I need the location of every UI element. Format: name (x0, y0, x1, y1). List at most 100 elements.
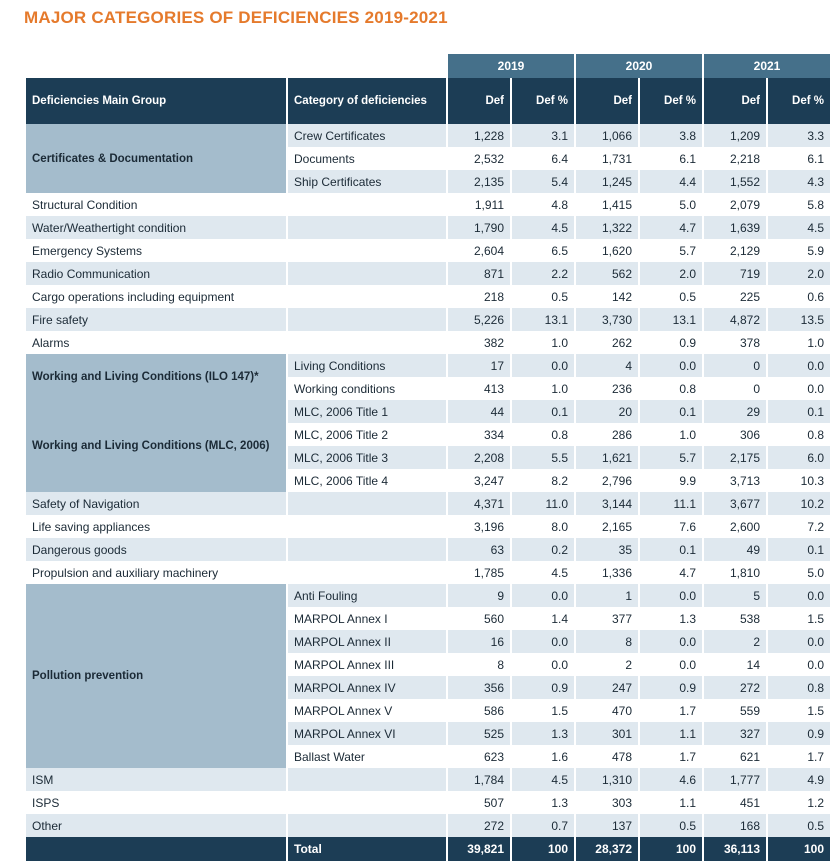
table-cell: 2,135 (448, 170, 510, 193)
deficiencies-table: 2019 2020 2021 Deficiencies Main Group C… (24, 54, 832, 861)
table-cell: 334 (483, 427, 504, 442)
table-cell: 0.5 (679, 289, 696, 304)
table-cell: 0.0 (640, 354, 702, 377)
table-cell: 4,371 (448, 492, 510, 515)
table-cell: 1.4 (551, 611, 568, 626)
table-cell: 0 (704, 354, 766, 377)
table-cell: 0.1 (768, 400, 830, 423)
table-cell: 0.9 (640, 676, 702, 699)
table-cell: 2,129 (729, 243, 760, 258)
table-cell: 1.3 (551, 795, 568, 810)
table-cell: 0.0 (679, 657, 696, 672)
table-cell: 470 (611, 703, 632, 718)
table-cell: 306 (739, 427, 760, 442)
table-cell: 2,796 (601, 473, 632, 488)
table-cell: 137 (576, 814, 638, 837)
category-cell: MLC, 2006 Title 1 (288, 400, 446, 423)
total-label: Total (288, 837, 446, 861)
table-cell: 16 (448, 630, 510, 653)
category-cell (288, 262, 446, 285)
table-cell: 719 (704, 262, 766, 285)
table-cell: 2,600 (729, 519, 760, 534)
table-cell: 1.7 (679, 703, 696, 718)
category-cell (288, 216, 446, 239)
table-cell: 1,784 (448, 768, 510, 791)
table-row: Certificates & Documentation Crew Certifi… (26, 124, 830, 193)
table-cell: 4.8 (551, 197, 568, 212)
table-cell: 5.0 (679, 197, 696, 212)
page-title: MAJOR CATEGORIES OF DEFICIENCIES 2019-20… (24, 8, 448, 27)
category-cell: MARPOL Annex II (288, 630, 446, 653)
category-cell: MARPOL Annex VI (288, 722, 446, 745)
table-cell: 1,552 (704, 170, 766, 193)
table-cell: 1,790 (448, 216, 510, 239)
table-cell: 0.2 (512, 538, 574, 561)
table-body: Certificates & Documentation Crew Certifi… (26, 124, 830, 861)
table-cell: 6.0 (768, 446, 830, 469)
table-cell: 4.7 (640, 216, 702, 239)
table-cell: 4,872 (704, 308, 766, 331)
table-cell: 13.1 (512, 308, 574, 331)
table-cell: 451 (739, 795, 760, 810)
table-cell: 0.5 (640, 814, 702, 837)
table-cell: 2,079 (729, 197, 760, 212)
table-cell: 0.0 (768, 584, 830, 607)
column-header-def-pct: Def % (512, 78, 574, 124)
table-cell: 327 (704, 722, 766, 745)
table-cell: 0.0 (807, 657, 824, 672)
table-cell: 0.9 (679, 335, 696, 350)
table-cell: 1,810 (729, 565, 760, 580)
table-cell: 2,208 (448, 446, 510, 469)
category-cell (288, 285, 446, 308)
table-cell: 1.2 (807, 795, 824, 810)
table-cell: 2,604 (473, 243, 504, 258)
table-cell: 0.0 (807, 381, 824, 396)
table-cell: 0.6 (807, 289, 824, 304)
table-cell: 17 (448, 354, 510, 377)
table-cell: 272 (704, 676, 766, 699)
table-cell: 1,621 (576, 446, 638, 469)
table-row: Safety of Navigation 4,371 11.0 3,144 11.1 3,… (26, 492, 830, 515)
table-cell: 4.5 (512, 216, 574, 239)
table-cell: 29 (704, 400, 766, 423)
table-cell: 1.5 (807, 611, 824, 626)
table-cell: 1,639 (704, 216, 766, 239)
table-cell: 44 (448, 400, 510, 423)
table-cell: 1.5 (551, 703, 568, 718)
category-cell (288, 308, 446, 331)
table-cell: 10.3 (800, 473, 824, 488)
table-cell: 5,226 (448, 308, 510, 331)
group-label: Life saving appliances (32, 519, 151, 534)
table-cell: 525 (448, 722, 510, 745)
table-cell: 1,310 (576, 768, 638, 791)
table-cell: 4.6 (640, 768, 702, 791)
table-cell: 1,415 (601, 197, 632, 212)
table-row: Alarms 382 1.0 262 0.9 378 1.0 (26, 331, 830, 354)
group-label: Safety of Navigation (26, 492, 286, 515)
table-cell: 0.9 (768, 722, 830, 745)
category-cell (288, 791, 446, 814)
year-header: 2020 (576, 54, 702, 78)
table-cell: 49 (704, 538, 766, 561)
table-cell: 0.0 (551, 657, 568, 672)
table-cell: 168 (704, 814, 766, 837)
table-cell: 4.4 (640, 170, 702, 193)
table-cell: 1,777 (704, 768, 766, 791)
table-cell: 2 (704, 630, 766, 653)
table-row: ISPS 507 1.3 303 1.1 451 1.2 (26, 791, 830, 814)
year-header: 2019 (448, 54, 574, 78)
table-cell: 2,532 (473, 151, 504, 166)
category-cell: Ship Certificates (288, 170, 446, 193)
group-label: Fire safety (26, 308, 286, 331)
table-cell: 100 (640, 837, 702, 861)
table-row: Fire safety 5,226 13.1 3,730 13.1 4,872 13.5 (26, 308, 830, 331)
table-row: Documents 2,532 6.4 1,731 6.1 2,218 6.1 (26, 147, 830, 170)
category-cell (288, 492, 446, 515)
table-cell: 4.9 (768, 768, 830, 791)
table-cell: 100 (512, 837, 574, 861)
group-label: Dangerous goods (26, 538, 286, 561)
table-cell: 1,245 (576, 170, 638, 193)
category-cell: MARPOL Annex V (294, 703, 393, 718)
table-cell: 0.5 (551, 289, 568, 304)
group-label: ISPS (32, 795, 60, 810)
